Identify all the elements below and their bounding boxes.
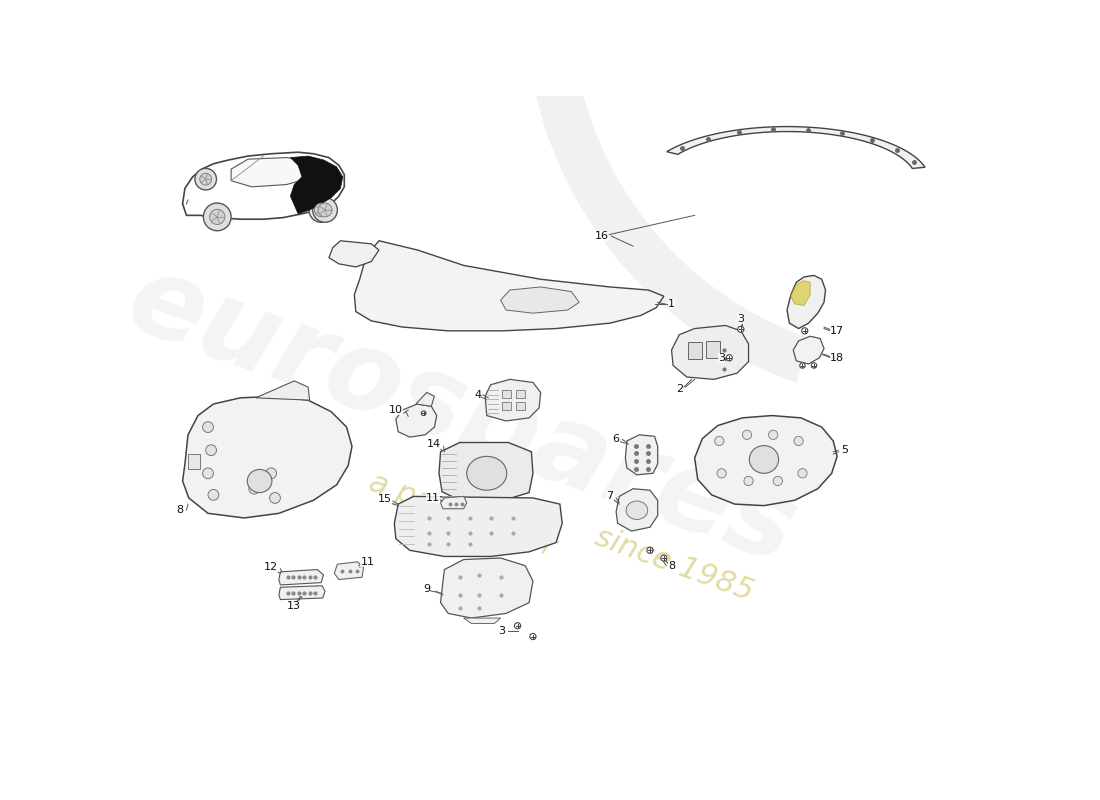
Bar: [689, 342, 703, 359]
Circle shape: [742, 430, 751, 439]
Polygon shape: [526, 0, 811, 382]
Circle shape: [318, 203, 332, 217]
Circle shape: [726, 354, 733, 361]
Text: 11: 11: [361, 557, 374, 567]
Circle shape: [266, 468, 276, 478]
Circle shape: [421, 411, 426, 415]
Circle shape: [800, 363, 805, 368]
Circle shape: [717, 469, 726, 478]
Polygon shape: [255, 381, 310, 400]
Polygon shape: [791, 281, 810, 306]
Polygon shape: [279, 570, 323, 585]
Text: 5: 5: [842, 445, 848, 455]
Polygon shape: [464, 618, 500, 623]
Text: 14: 14: [427, 439, 441, 449]
Text: 12: 12: [264, 562, 278, 572]
Text: 8: 8: [177, 506, 184, 515]
Text: 8: 8: [668, 561, 675, 570]
Circle shape: [738, 326, 744, 332]
Bar: [502, 402, 512, 410]
Circle shape: [773, 476, 782, 486]
Circle shape: [312, 198, 338, 222]
Circle shape: [802, 328, 807, 334]
Polygon shape: [290, 156, 343, 214]
Text: 3: 3: [737, 314, 745, 324]
Circle shape: [208, 490, 219, 500]
Text: 16: 16: [595, 231, 609, 241]
Circle shape: [794, 436, 803, 446]
Bar: [516, 402, 526, 410]
Polygon shape: [334, 562, 363, 579]
Polygon shape: [500, 287, 580, 313]
Polygon shape: [439, 442, 534, 500]
Circle shape: [715, 436, 724, 446]
Polygon shape: [625, 435, 658, 475]
Polygon shape: [793, 336, 824, 364]
Text: 4: 4: [474, 390, 481, 400]
Polygon shape: [183, 152, 344, 219]
Circle shape: [249, 483, 260, 494]
Polygon shape: [395, 496, 562, 557]
Circle shape: [204, 203, 231, 230]
Circle shape: [647, 547, 653, 554]
Text: 6: 6: [613, 434, 619, 445]
Polygon shape: [279, 586, 326, 599]
Text: 3: 3: [718, 353, 725, 363]
Polygon shape: [354, 241, 664, 331]
Polygon shape: [183, 396, 352, 518]
Circle shape: [769, 430, 778, 439]
Circle shape: [195, 168, 217, 190]
Polygon shape: [329, 241, 378, 267]
Polygon shape: [616, 489, 658, 531]
Circle shape: [210, 210, 224, 225]
Polygon shape: [416, 393, 434, 406]
Bar: [516, 390, 526, 398]
Text: 7: 7: [606, 491, 614, 502]
Ellipse shape: [466, 456, 507, 490]
Text: 18: 18: [830, 353, 844, 363]
Polygon shape: [440, 496, 466, 509]
Circle shape: [530, 634, 536, 640]
Ellipse shape: [749, 446, 779, 474]
Polygon shape: [788, 275, 825, 329]
Circle shape: [202, 422, 213, 433]
Polygon shape: [440, 558, 534, 618]
Circle shape: [202, 468, 213, 478]
Text: 9: 9: [424, 584, 430, 594]
Polygon shape: [667, 126, 925, 169]
Circle shape: [309, 198, 333, 222]
Bar: [188, 454, 200, 470]
Polygon shape: [671, 326, 749, 379]
Text: 2: 2: [675, 384, 683, 394]
Circle shape: [812, 363, 816, 368]
Circle shape: [515, 622, 520, 629]
Text: 15: 15: [378, 494, 392, 505]
Polygon shape: [231, 158, 310, 187]
Bar: [706, 341, 721, 358]
Circle shape: [798, 469, 807, 478]
Circle shape: [315, 203, 328, 217]
Text: since 1985: since 1985: [591, 522, 757, 606]
Text: 3: 3: [498, 626, 506, 636]
Ellipse shape: [248, 470, 272, 493]
Text: eurospares: eurospares: [113, 246, 811, 586]
Text: 1: 1: [668, 299, 675, 309]
Circle shape: [270, 493, 280, 503]
Circle shape: [200, 174, 211, 185]
Text: 11: 11: [426, 493, 440, 503]
Circle shape: [206, 445, 217, 455]
Text: 17: 17: [830, 326, 844, 336]
Text: 10: 10: [389, 405, 403, 415]
Bar: [502, 390, 512, 398]
Polygon shape: [396, 404, 437, 437]
Circle shape: [661, 555, 667, 561]
Polygon shape: [485, 379, 541, 421]
Polygon shape: [695, 415, 837, 506]
Text: a passion for: a passion for: [365, 468, 560, 562]
Text: 13: 13: [287, 601, 301, 610]
Circle shape: [744, 476, 754, 486]
Ellipse shape: [626, 501, 648, 519]
